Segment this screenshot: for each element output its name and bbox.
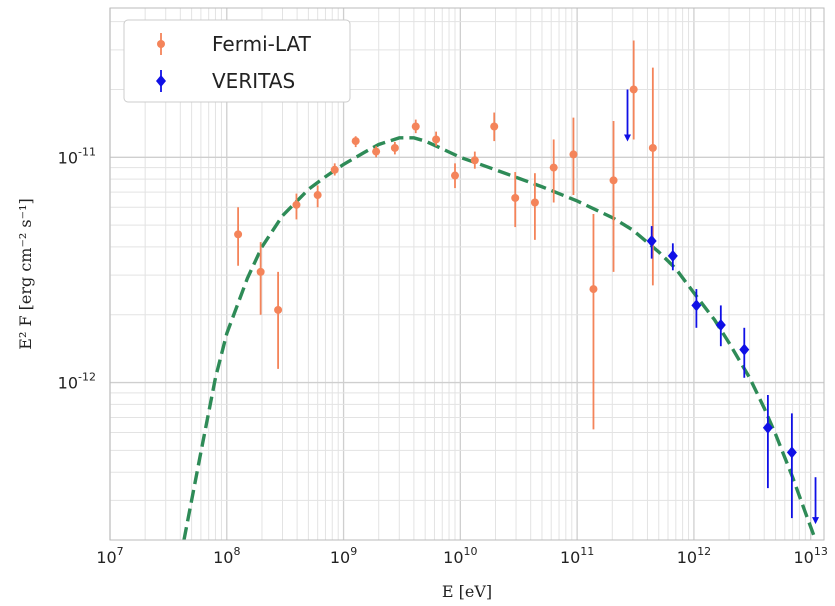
x-tick-label: 109 — [330, 545, 357, 567]
legend-label-veritas: VERITAS — [212, 69, 295, 93]
data-point-fermi-lat — [330, 165, 339, 174]
data-point-fermi-lat — [372, 147, 381, 156]
data-points-layer — [234, 40, 820, 525]
x-tick-label: 107 — [96, 545, 123, 567]
x-tick-label: 1010 — [443, 545, 477, 567]
data-point-fermi-lat — [256, 267, 265, 276]
model-curve-layer — [182, 136, 818, 540]
data-point-fermi-lat — [589, 285, 598, 294]
data-point-fermi-lat — [351, 137, 360, 146]
y-axis-label: E² F [erg cm⁻² s⁻¹] — [16, 198, 35, 349]
model-curve — [182, 136, 818, 540]
data-point-fermi-lat — [234, 230, 243, 239]
data-point-fermi-lat — [313, 191, 322, 200]
x-tick-label: 1012 — [677, 545, 711, 567]
x-tick-label: 1011 — [560, 545, 594, 567]
data-point-fermi-lat — [411, 122, 420, 131]
data-point-fermi-lat — [648, 143, 657, 152]
data-point-fermi-lat — [470, 156, 479, 165]
x-axis-ticks: 107 108 109 1010 1011 1012 1013 — [96, 545, 828, 567]
x-tick-label: 108 — [213, 545, 240, 567]
data-point-fermi-lat — [549, 163, 558, 172]
legend: Fermi-LAT VERITAS — [123, 19, 351, 103]
y-axis-ticks: 10-11 10-12 — [58, 145, 96, 392]
data-point-fermi-lat — [274, 305, 283, 314]
data-point-fermi-lat — [432, 135, 441, 144]
data-point-veritas — [786, 446, 797, 459]
x-axis-label: E [eV] — [442, 582, 492, 601]
upper-limit-arrow — [624, 134, 632, 142]
y-tick-label: 10-11 — [58, 145, 96, 167]
data-point-fermi-lat — [609, 176, 618, 185]
legend-label-fermi-lat: Fermi-LAT — [212, 32, 312, 56]
data-point-veritas — [715, 319, 726, 332]
data-point-veritas — [739, 343, 750, 356]
data-point-fermi-lat — [511, 193, 520, 202]
data-point-fermi-lat — [451, 171, 460, 180]
data-point-fermi-lat — [530, 198, 539, 207]
legend-marker-veritas — [156, 75, 166, 87]
x-tick-label: 1013 — [794, 545, 828, 567]
data-point-fermi-lat — [569, 150, 578, 159]
data-point-veritas — [646, 235, 657, 248]
data-point-veritas — [667, 249, 678, 262]
data-point-fermi-lat — [292, 200, 301, 209]
plot-frame — [109, 7, 825, 541]
legend-box — [123, 19, 351, 103]
data-point-fermi-lat — [629, 85, 638, 94]
data-point-fermi-lat — [390, 143, 399, 152]
data-point-veritas — [691, 299, 702, 312]
y-tick-label: 10-12 — [58, 371, 96, 393]
upper-limit-arrow — [812, 517, 820, 525]
legend-marker-fermi-lat — [157, 40, 165, 48]
data-point-fermi-lat — [490, 122, 499, 131]
data-point-veritas — [762, 421, 773, 434]
